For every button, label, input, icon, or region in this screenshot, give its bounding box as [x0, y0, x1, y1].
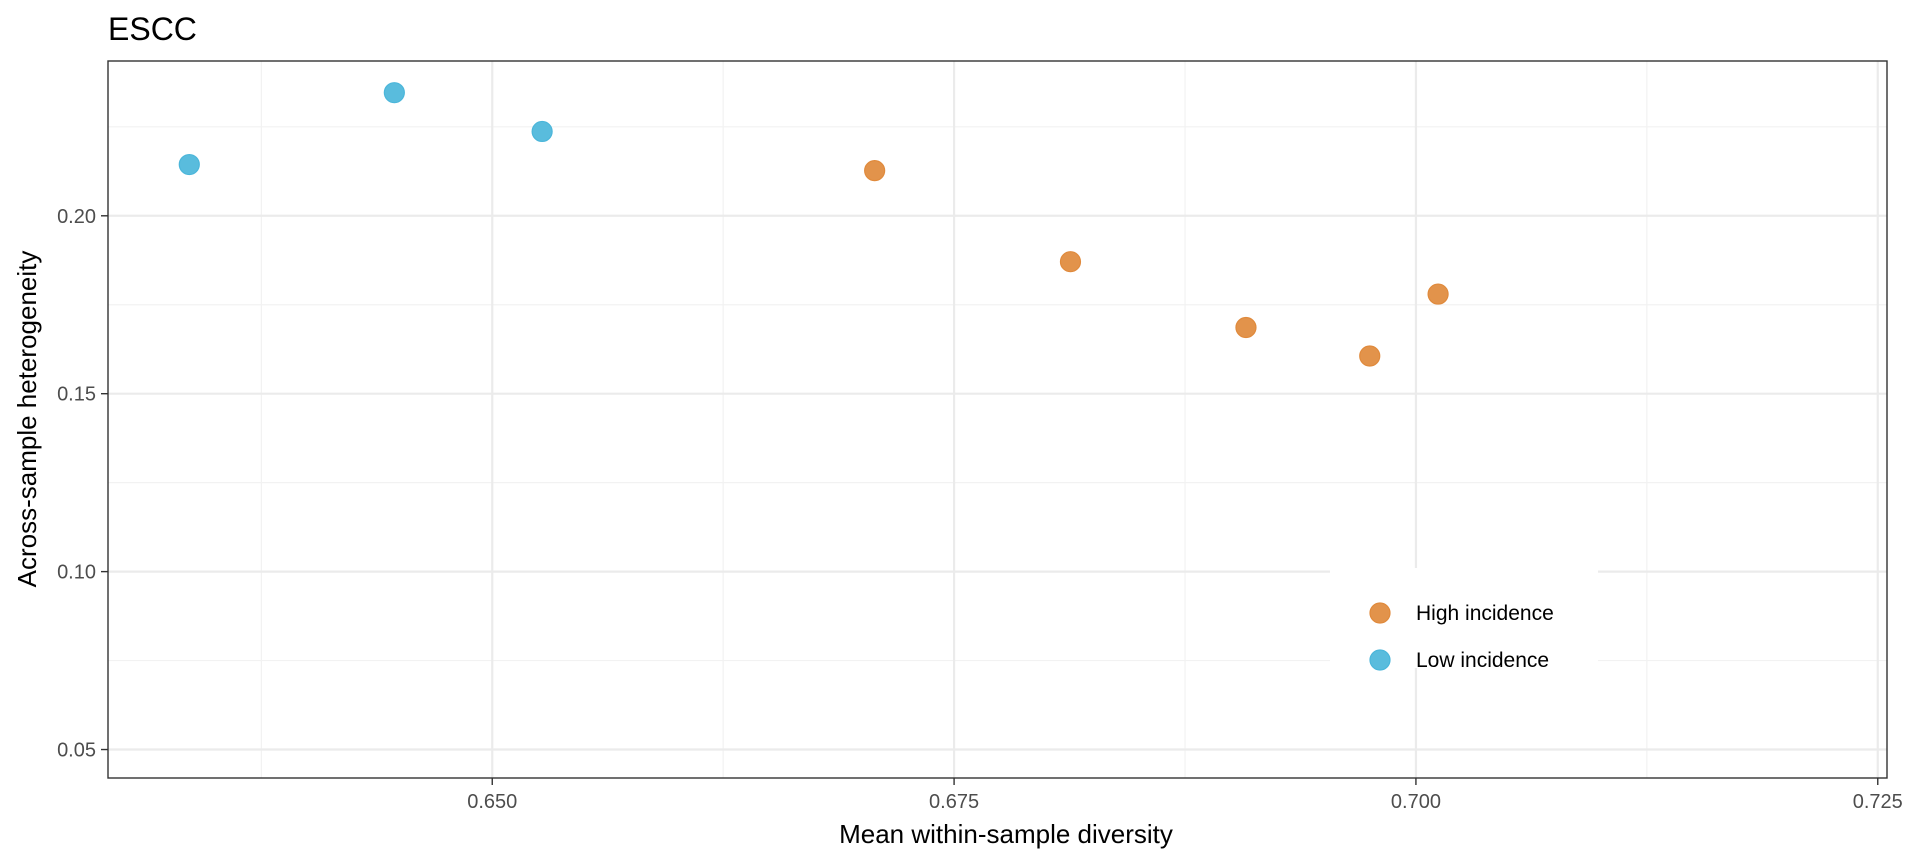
x-tick-label: 0.675: [929, 791, 979, 813]
point-high-incidence: [1235, 316, 1257, 339]
plot-panel: [107, 60, 1888, 779]
point-high-incidence: [1059, 251, 1082, 273]
grid: [108, 61, 1887, 778]
point-high-incidence: [864, 159, 886, 182]
x-tick-label: 0.700: [1391, 791, 1441, 813]
y-axis-title: Across-sample heterogeneity: [12, 251, 42, 588]
point-high-incidence: [1427, 283, 1449, 305]
y-tick-label: 0.10: [57, 562, 96, 584]
legend: High incidence Low incidence: [1330, 568, 1598, 672]
data-points: [178, 82, 1449, 367]
point-low-incidence: [531, 120, 553, 143]
x-axis-title: Mean within-sample diversity: [839, 819, 1173, 849]
point-low-incidence: [383, 82, 405, 104]
y-tick-label: 0.15: [57, 384, 96, 406]
x-tick-label: 0.725: [1853, 791, 1903, 813]
chart-title: ESCC: [108, 11, 197, 47]
legend-label-high-incidence: High incidence: [1416, 602, 1554, 625]
legend-key-low-incidence: [1369, 649, 1391, 671]
y-tick-label: 0.20: [57, 206, 96, 228]
x-tick-label: 0.650: [467, 791, 517, 813]
point-low-incidence: [178, 153, 200, 176]
legend-label-low-incidence: Low incidence: [1416, 649, 1549, 672]
point-high-incidence: [1359, 345, 1381, 367]
axes: 0.650 0.675 0.700 0.725 0.05 0.10 0.15 0.20: [57, 206, 1903, 813]
legend-key-high-incidence: [1369, 602, 1391, 624]
y-tick-label: 0.05: [57, 740, 96, 762]
